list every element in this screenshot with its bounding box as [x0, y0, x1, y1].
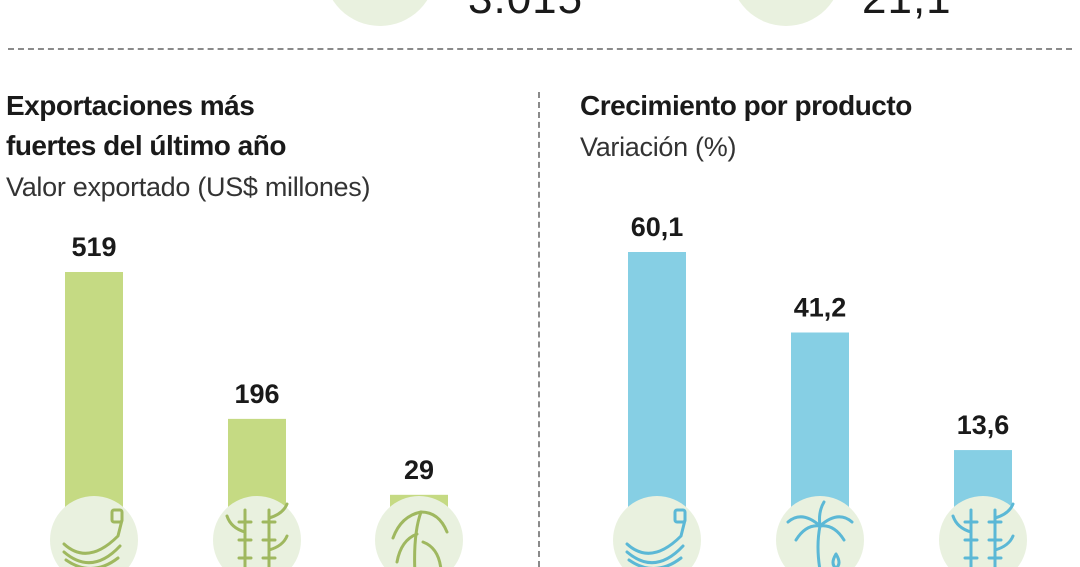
- bamboo-icon: [951, 502, 1015, 567]
- chart-left-subtitle: Valor exportado (US$ millones): [6, 172, 371, 202]
- bar-1: [791, 332, 849, 508]
- divider-horizontal: [8, 48, 1072, 50]
- bar-value-label-1: 41,2: [794, 293, 847, 323]
- stat-left-value: 3.015: [468, 0, 583, 24]
- divider-vertical: [538, 92, 540, 567]
- chart-left-title-line-2: fuertes del último año: [6, 130, 286, 161]
- chart-right-subtitle: Variación (%): [580, 132, 737, 162]
- banana-icon: [62, 508, 124, 567]
- bar-1: [228, 418, 286, 508]
- sugarcane-icon: [391, 510, 449, 567]
- chart-left-title: Exportaciones más fuertes del último año: [6, 86, 426, 166]
- bar-value-label-0: 519: [71, 232, 116, 262]
- icon-circle-0: [613, 496, 701, 567]
- icon-circle-2: [375, 496, 463, 567]
- bar-0: [65, 272, 123, 508]
- icon-circle-2: [939, 496, 1027, 567]
- bar-value-label-1: 196: [234, 379, 279, 409]
- chart-right-title: Crecimiento por producto: [580, 90, 912, 121]
- palm-oil-icon: [786, 500, 854, 567]
- banana-icon: [625, 508, 687, 567]
- icon-circle-1: [213, 496, 301, 567]
- icon-circle-0: [50, 496, 138, 567]
- bar-0: [628, 252, 686, 508]
- bamboo-icon: [225, 502, 289, 567]
- bar-value-label-0: 60,1: [631, 212, 684, 242]
- bar-value-label-2: 13,6: [957, 410, 1010, 440]
- chart-left-title-line-1: Exportaciones más: [6, 90, 255, 121]
- stat-right-value: 21,1: [862, 0, 952, 24]
- chart-right-bars: 60,1 41,2 13,6: [613, 212, 1027, 567]
- bar-value-label-2: 29: [404, 455, 434, 485]
